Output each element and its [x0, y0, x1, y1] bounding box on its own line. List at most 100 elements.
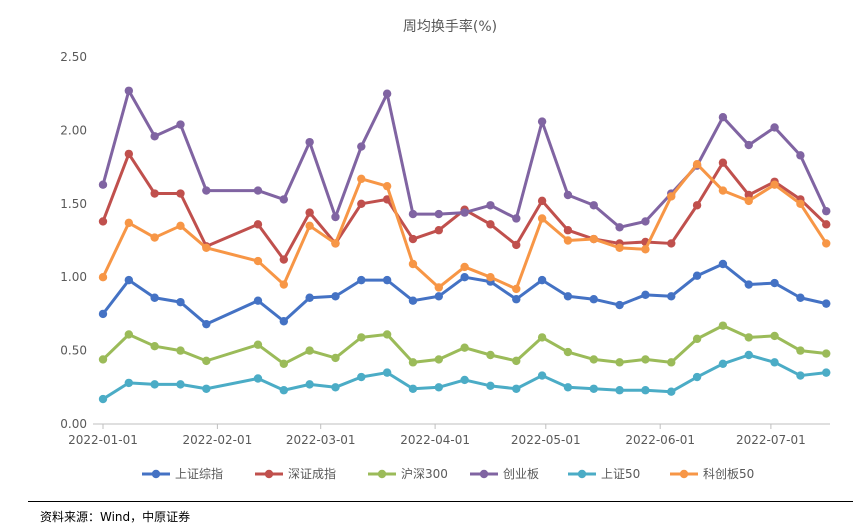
legend-swatch-marker — [377, 469, 387, 479]
data-point — [563, 190, 573, 200]
data-point — [279, 195, 289, 204]
data-point — [434, 355, 443, 364]
x-tick-label: 2022-05-01 — [511, 433, 581, 447]
footer-divider — [28, 501, 853, 502]
data-point — [382, 275, 392, 285]
data-point — [796, 371, 805, 380]
data-point — [770, 180, 779, 189]
data-point — [382, 368, 392, 377]
data-point — [744, 350, 753, 360]
data-point — [150, 341, 159, 351]
data-point — [796, 293, 805, 302]
data-point — [279, 280, 289, 289]
data-point — [460, 375, 469, 385]
data-point — [279, 359, 289, 369]
series-line — [101, 89, 828, 229]
legend-swatch-marker — [679, 469, 689, 479]
data-point — [460, 262, 469, 272]
data-point — [692, 201, 702, 210]
data-point — [253, 296, 263, 305]
data-point — [667, 292, 676, 301]
data-point — [202, 384, 211, 393]
data-point — [331, 212, 340, 222]
data-point — [615, 386, 624, 395]
legend-swatch-marker — [151, 469, 161, 479]
legend-item: 上证综指 — [142, 466, 223, 481]
data-point — [589, 355, 598, 364]
data-point — [796, 151, 805, 160]
data-point — [253, 220, 263, 229]
x-tick-label: 2022-02-01 — [183, 433, 253, 447]
data-point — [253, 340, 263, 349]
legend-label: 上证综指 — [175, 466, 223, 481]
y-tick-label: 0.00 — [60, 417, 87, 431]
data-point — [718, 359, 728, 369]
data-point — [692, 159, 702, 169]
data-point — [176, 120, 185, 129]
series-line — [102, 353, 827, 401]
data-point — [589, 384, 598, 393]
data-point — [641, 355, 650, 364]
data-point — [718, 259, 728, 269]
data-point — [434, 283, 443, 292]
data-point — [744, 196, 753, 206]
data-point — [486, 201, 495, 210]
data-point — [382, 89, 392, 98]
data-point — [305, 293, 314, 302]
data-point — [150, 189, 159, 198]
data-point — [822, 349, 831, 358]
series-5 — [98, 159, 831, 294]
data-point — [667, 387, 676, 396]
data-point — [98, 394, 108, 404]
data-point — [331, 353, 340, 363]
y-tick-label: 1.00 — [60, 270, 87, 284]
data-point — [98, 217, 108, 226]
x-tick-label: 2022-01-01 — [68, 433, 138, 447]
data-point — [202, 186, 211, 195]
data-point — [537, 117, 547, 126]
data-point — [563, 236, 573, 245]
data-point — [305, 137, 314, 147]
data-point — [537, 333, 547, 342]
y-tick-label: 2.50 — [60, 50, 87, 64]
data-point — [486, 273, 495, 282]
data-point — [124, 86, 134, 95]
data-point — [512, 240, 521, 250]
data-point — [692, 334, 702, 344]
data-point — [408, 358, 418, 367]
data-point — [434, 209, 443, 219]
data-point — [718, 112, 728, 122]
y-tick-label: 0.50 — [60, 344, 87, 358]
data-point — [202, 356, 211, 366]
data-point — [796, 199, 805, 208]
data-point — [150, 233, 159, 242]
legend-label: 沪深300 — [401, 467, 448, 481]
data-point — [98, 355, 108, 364]
data-point — [331, 292, 340, 301]
data-point — [718, 186, 728, 195]
data-point — [537, 371, 547, 380]
data-point — [718, 158, 728, 167]
data-point — [589, 201, 598, 210]
data-point — [279, 386, 289, 395]
data-point — [641, 217, 650, 226]
data-point — [512, 284, 521, 294]
legend-item: 创业板 — [470, 467, 539, 481]
data-point — [718, 321, 728, 330]
legend-swatch-marker — [577, 469, 587, 479]
data-point — [770, 331, 779, 341]
data-point — [770, 123, 779, 132]
data-point — [744, 190, 753, 200]
data-point — [486, 350, 495, 360]
data-point — [176, 189, 185, 198]
data-point — [124, 275, 134, 285]
data-point — [434, 292, 443, 301]
data-point — [357, 142, 366, 151]
x-tick-label: 2022-06-01 — [625, 433, 695, 447]
data-point — [357, 333, 366, 342]
data-point — [98, 180, 108, 189]
x-tick-label: 2022-07-01 — [736, 433, 806, 447]
data-point — [460, 343, 469, 352]
line-chart: 周均换手率(%) 0.00 0.50 1.00 1.50 2.00 2.50 2022-01… — [60, 18, 831, 481]
data-point — [331, 239, 340, 248]
